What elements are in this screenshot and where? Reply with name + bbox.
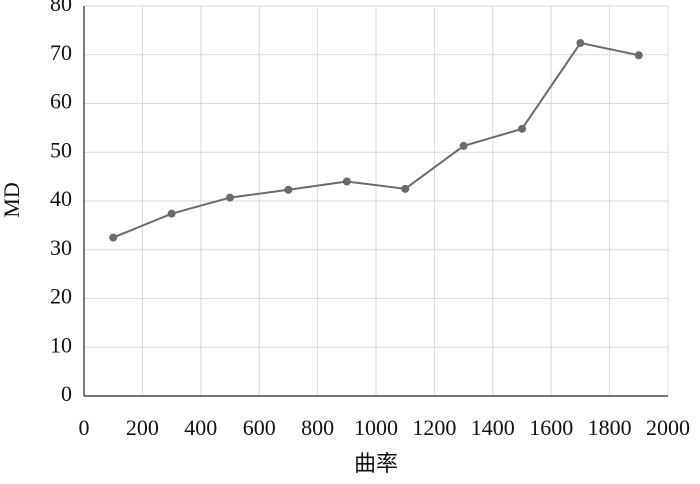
y-tick-label: 0: [61, 381, 72, 406]
x-tick-label: 0: [79, 415, 90, 440]
x-tick-label: 1400: [471, 415, 515, 440]
data-point: [109, 233, 118, 242]
x-axis-label: 曲率: [354, 451, 398, 476]
data-point: [226, 193, 234, 202]
y-axis-label: MD: [0, 182, 24, 217]
data-point: [634, 51, 643, 60]
y-tick-label: 80: [50, 0, 72, 16]
data-point: [342, 177, 351, 186]
data-point: [459, 141, 468, 150]
x-tick-label: 400: [184, 415, 217, 440]
x-tick-label: 1000: [354, 415, 398, 440]
x-tick-label: 600: [243, 415, 276, 440]
y-tick-label: 20: [50, 284, 72, 309]
y-tick-label: 70: [50, 40, 72, 65]
y-tick-label: 30: [50, 235, 72, 260]
x-tick-label: 200: [126, 415, 159, 440]
data-point: [576, 39, 585, 48]
y-tick-label: 10: [50, 332, 72, 357]
y-tick-label: 40: [50, 186, 72, 211]
x-tick-label: 2000: [646, 415, 690, 440]
data-point: [518, 124, 526, 133]
x-tick-label: 1800: [588, 415, 632, 440]
y-tick-label: 60: [50, 89, 72, 114]
x-tick-label: 1600: [529, 415, 573, 440]
y-tick-label: 50: [50, 137, 72, 162]
data-line: [112, 41, 640, 239]
data-point: [167, 209, 176, 218]
x-tick-label: 800: [301, 415, 334, 440]
data-point: [401, 184, 410, 193]
data-point: [284, 185, 293, 194]
x-tick-label: 1200: [412, 415, 456, 440]
